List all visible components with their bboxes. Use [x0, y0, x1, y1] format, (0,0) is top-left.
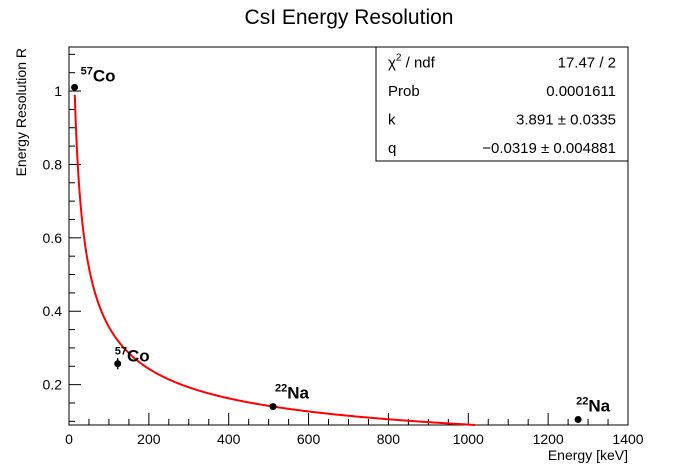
point-label-superscript: 22: [576, 395, 588, 407]
stats-row-value: 17.47 / 2: [558, 54, 616, 71]
point-marker: [574, 415, 582, 423]
point-label-superscript: 57: [81, 65, 93, 77]
y-axis-title: Energy Resolution R: [13, 48, 29, 176]
point-label-superscript: 22: [275, 383, 287, 395]
stats-row-value: 3.891 ± 0.0335: [516, 111, 616, 128]
x-tick-label: 800: [377, 431, 401, 447]
point-marker: [114, 360, 122, 368]
data-point: 57 Co: [114, 346, 150, 370]
stats-row-label: Prob: [388, 83, 420, 100]
point-label: Na: [588, 396, 610, 415]
stats-row-label: k: [388, 111, 396, 128]
x-tick-label: 1000: [453, 431, 484, 447]
fit-stats-box: χ2 / ndf 17.47 / 2 Prob 0.0001611 k 3.891 ± 0…: [375, 46, 629, 162]
y-tick-label: 0.6: [43, 230, 63, 246]
x-tick-label: 600: [297, 431, 321, 447]
y-tick-label: 0.2: [43, 377, 63, 393]
x-tick-label: 0: [65, 431, 73, 447]
y-tick-label: 0.4: [43, 303, 63, 319]
chart-title: CsI Energy Resolution: [245, 6, 454, 29]
x-tick-label: 1200: [533, 431, 564, 447]
stats-row-value: −0.0319 ± 0.004881: [482, 140, 616, 157]
point-label-superscript: 57: [115, 346, 127, 358]
point-label: Co: [93, 66, 116, 85]
data-point: 57 Co: [71, 65, 116, 91]
point-label: Co: [127, 347, 150, 366]
stats-row-label: q: [388, 140, 396, 157]
stats-row-label: χ2 / ndf: [388, 52, 436, 71]
data-point: 22 Na: [574, 395, 611, 423]
stats-row-value: 0.0001611: [546, 83, 616, 100]
x-axis-title: Energy [keV]: [548, 447, 628, 463]
x-tick-label: 200: [137, 431, 161, 447]
data-point: 22 Na: [269, 383, 310, 411]
axes: 0 200 400 600 800 1000 1200 1400 0.2 0.4 0.6 0.8 1: [43, 46, 644, 447]
y-tick-label: 1: [54, 83, 62, 99]
x-tick-label: 400: [217, 431, 241, 447]
point-marker: [71, 83, 79, 91]
stats-box-frame: [375, 46, 629, 162]
point-label: Na: [287, 384, 309, 403]
x-tick-label: 1400: [612, 431, 643, 447]
point-marker: [269, 403, 277, 411]
y-tick-label: 0.8: [43, 156, 63, 172]
